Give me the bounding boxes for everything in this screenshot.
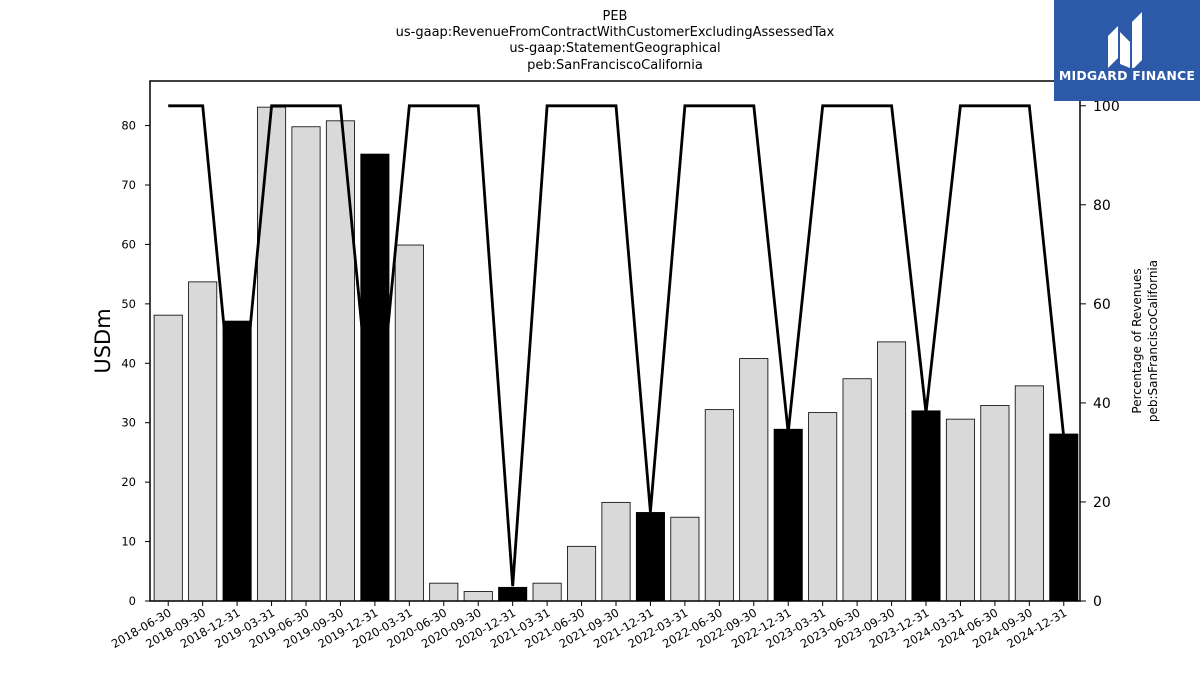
x-axis-ticks: 2018-06-302018-09-302018-12-312019-03-31… [109,601,1069,651]
y-axis-label: USDm [91,308,115,373]
y2-tick-label-60: 60 [1093,297,1111,313]
title-line-1: us-gaap:RevenueFromContractWithCustomerE… [396,25,835,40]
bar-2023-06-30 [842,378,872,602]
bar-2022-09-30 [739,358,769,602]
bar-2021-09-30 [601,501,631,602]
y-tick-label-50: 50 [121,297,136,311]
y2-axis-ticks: 0 20 40 60 80 100 [1080,99,1120,610]
bar-2021-03-31 [532,582,562,602]
bar-2018-06-30 [153,314,183,602]
plot-frame [149,80,1081,602]
brand-logo: MIDGARD FINANCE [1054,0,1200,101]
y-tick-label-0: 0 [129,594,136,608]
bar-2022-12-31 [773,428,803,602]
y-tick-label-30: 30 [121,416,136,430]
y2-tick-label-100: 100 [1093,99,1120,115]
bars [153,106,1079,602]
y-axis-ticks: 0 10 20 30 40 50 60 70 80 [121,119,150,608]
y-tick-label-40: 40 [121,356,136,370]
bar-2022-03-31 [670,516,700,602]
percentage-line [168,104,1066,587]
bar-2024-09-30 [1014,385,1044,602]
y2-tick-label-20: 20 [1093,495,1111,511]
y-tick-label-20: 20 [121,475,136,489]
y-tick-label-60: 60 [121,237,136,251]
bar-2020-12-31 [498,586,528,602]
midgard-logo-icon [1108,12,1142,68]
bar-2022-06-30 [704,409,734,602]
bar-2023-12-31 [911,410,941,602]
percentage-line-layer [168,104,1066,587]
bar-2024-06-30 [980,405,1010,602]
y2-axis-label-line-1: peb:SanFranciscoCalifornia [1146,260,1160,422]
y-tick-label-80: 80 [121,119,136,133]
title-line-2: us-gaap:StatementGeographical [509,41,720,56]
bar-2023-09-30 [877,341,907,602]
y-tick-label-10: 10 [121,535,136,549]
chart-title: PEB us-gaap:RevenueFromContractWithCusto… [396,9,835,73]
y-tick-label-70: 70 [121,178,136,192]
y2-tick-label-80: 80 [1093,198,1111,214]
brand-logo-text: MIDGARD FINANCE [1058,68,1196,83]
bar-2021-12-31 [635,512,665,602]
y2-axis-label-line-0: Percentage of Revenues [1130,268,1144,413]
y2-tick-label-40: 40 [1093,396,1111,412]
bar-2021-06-30 [567,545,597,602]
bar-2019-06-30 [291,126,321,602]
bar-2020-09-30 [463,591,493,602]
bar-2024-12-31 [1049,433,1079,602]
y2-tick-label-0: 0 [1093,594,1102,610]
bar-2020-06-30 [429,582,459,602]
bar-2019-09-30 [325,120,355,602]
bar-2020-03-31 [394,244,424,602]
bar-2019-12-31 [360,153,390,602]
bar-2018-09-30 [188,281,218,602]
bar-2023-03-31 [808,412,838,602]
title-line-3: peb:SanFranciscoCalifornia [527,58,703,73]
bar-2019-03-31 [257,106,287,602]
bar-2024-03-31 [945,418,975,602]
title-line-0: PEB [603,9,628,24]
